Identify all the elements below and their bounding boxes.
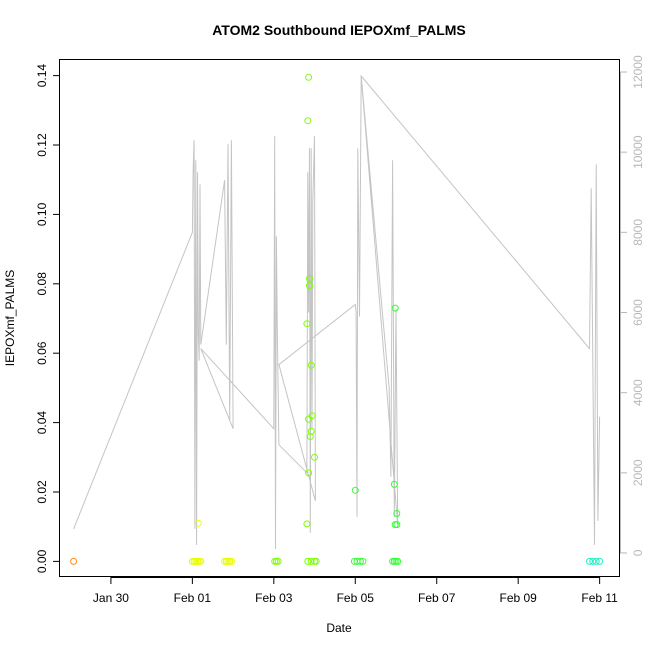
data-point [274, 557, 282, 565]
plot-area-frame [59, 59, 620, 577]
data-point [307, 361, 315, 369]
data-point [307, 557, 315, 565]
data-point [592, 557, 600, 565]
right-y-tick-label: 10000 [631, 135, 645, 169]
axes-layer: Jan 30 Feb 01 Feb 03 Feb 05 Feb 07 Feb 09 Feb … [35, 55, 645, 605]
x-tick-label: Feb 03 [255, 591, 293, 605]
data-point [351, 486, 359, 494]
data-point [306, 282, 313, 289]
x-tick-label: Feb 09 [500, 591, 538, 605]
data-point [359, 557, 367, 565]
data-point [596, 557, 604, 565]
x-tick-label: Feb 11 [581, 591, 618, 605]
right-y-tick-label: 8000 [631, 219, 645, 246]
data-point [586, 557, 593, 565]
data-point [305, 415, 313, 423]
y-tick-label: 0.10 [35, 202, 49, 226]
data-point [305, 73, 313, 81]
data-point [391, 521, 399, 529]
y-tick-label: 0.06 [35, 341, 49, 365]
y-tick-label: 0.02 [35, 480, 49, 504]
data-point [305, 469, 313, 477]
data-point [589, 557, 597, 565]
right-y-tick-label: 12000 [631, 55, 645, 89]
x-tick-label: Jan 30 [93, 591, 129, 605]
data-point [197, 557, 205, 565]
data-point [70, 557, 78, 565]
data-point [303, 520, 311, 528]
chart-title: ATOM2 Southbound IEPOXmf_PALMS [212, 22, 466, 38]
right-y-tick-label: 6000 [631, 299, 645, 326]
y-tick-label: 0.00 [35, 549, 49, 573]
x-tick-label: Feb 07 [418, 591, 456, 605]
right-y-tick-label: 4000 [631, 379, 645, 406]
scatter-points-layer [70, 73, 604, 565]
right-y-tick-label: 0 [631, 549, 645, 556]
data-point [227, 557, 235, 565]
y-tick-label: 0.04 [35, 411, 49, 435]
data-point [307, 427, 315, 435]
data-point [393, 510, 401, 517]
data-point [356, 557, 364, 565]
y-axis-label: IEPOXmf_PALMS [3, 270, 17, 366]
y-tick-label: 0.12 [35, 133, 49, 157]
secondary-series-layer [73, 74, 601, 549]
data-point [304, 557, 312, 565]
data-point [390, 480, 398, 488]
data-point [394, 557, 402, 565]
data-point [312, 557, 320, 565]
x-axis-label: Date [326, 621, 352, 635]
data-point [311, 453, 318, 461]
secondary-series-line [73, 74, 601, 549]
y-tick-label: 0.14 [35, 64, 49, 88]
data-point [306, 433, 314, 440]
data-point [303, 320, 311, 328]
data-point [306, 275, 313, 283]
y-tick-label: 0.08 [35, 272, 49, 296]
data-point [304, 117, 312, 125]
right-y-tick-label: 2000 [631, 459, 645, 486]
x-tick-label: Feb 01 [174, 591, 212, 605]
data-point [194, 519, 202, 527]
data-point [391, 304, 399, 312]
x-tick-label: Feb 05 [337, 591, 375, 605]
